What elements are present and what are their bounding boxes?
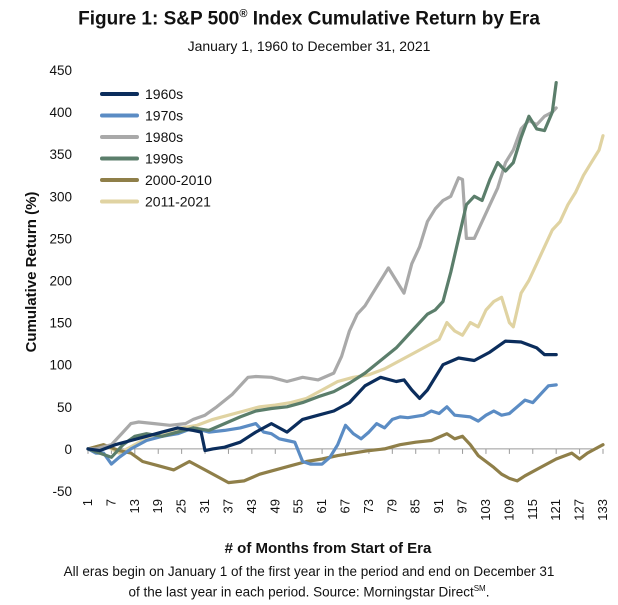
footnote: All eras begin on January 1 of the first…	[0, 563, 618, 601]
x-tick-label: 7	[103, 499, 118, 506]
y-tick-label: 0	[64, 442, 72, 457]
chart-subtitle: January 1, 1960 to December 31, 2021	[187, 38, 431, 54]
x-tick-label: 43	[244, 499, 259, 513]
legend-label: 1960s	[145, 86, 183, 102]
x-tick-label: 133	[595, 499, 610, 521]
title-registered-mark: ®	[239, 8, 248, 20]
y-tick-label: 100	[49, 358, 72, 373]
x-tick-label: 55	[291, 499, 306, 513]
y-tick-label: 250	[49, 231, 72, 246]
x-tick-label: 91	[431, 499, 446, 513]
chart-title: Figure 1: S&P 500® Index Cumulative Retu…	[0, 8, 618, 30]
footnote-sm-mark: SM	[473, 584, 486, 593]
x-tick-label: 85	[408, 499, 423, 513]
x-axis-label: # of Months from Start of Era	[225, 540, 432, 557]
x-tick-label: 103	[478, 499, 493, 521]
x-tick-label: 13	[127, 499, 142, 513]
y-tick-label: 50	[57, 400, 72, 415]
y-tick-label: 450	[49, 63, 72, 78]
x-tick-label: 97	[455, 499, 470, 513]
y-tick-label: 350	[49, 147, 72, 162]
title-main: Figure 1: S&P 500	[78, 8, 240, 30]
y-axis-label: Cumulative Return (%)	[23, 192, 40, 353]
x-tick-label: 73	[361, 499, 376, 513]
legend: 1960s 1970s 1980s 1990s 2000-2010 2011-2021	[100, 86, 212, 210]
series-line-1960s	[86, 339, 558, 453]
footnote-end: .	[485, 584, 490, 600]
line-chart: -50 0 50 100 150 200 250 300 350 400 450 1 7 13 19 25 31…	[23, 63, 610, 557]
x-tick-label: 127	[572, 499, 587, 521]
series-line-2000-2010	[86, 432, 605, 485]
title-rest: Index Cumulative Return by Era	[247, 8, 540, 30]
x-tick-label: 31	[197, 499, 212, 513]
x-tick-label: 49	[267, 499, 282, 513]
x-tick-label: 1	[80, 499, 95, 506]
x-tick-label: 115	[525, 499, 540, 520]
y-tick-label: 300	[49, 189, 72, 204]
legend-label: 2011-2021	[145, 194, 211, 210]
y-tick-label: 400	[49, 105, 72, 120]
x-tick-label: 109	[501, 499, 516, 521]
y-tick-label: 150	[49, 316, 72, 331]
footnote-line-2: of the last year in each period. Source:…	[0, 580, 618, 601]
x-tick-label: 121	[548, 499, 563, 521]
legend-label: 1990s	[145, 151, 183, 167]
series-line-2011-2021	[86, 134, 605, 455]
series-line-1990s	[86, 81, 558, 459]
x-tick-label: 79	[384, 499, 399, 513]
x-tick-label: 67	[338, 499, 353, 513]
legend-label: 1970s	[145, 108, 183, 124]
x-tick-label: 37	[220, 499, 235, 513]
y-tick-label: -50	[52, 484, 72, 499]
legend-label: 2000-2010	[145, 172, 212, 188]
axes: -50 0 50 100 150 200 250 300 350 400 450 1 7 13 19 25 31…	[49, 63, 610, 521]
x-tick-label: 25	[174, 499, 189, 513]
legend-label: 1980s	[145, 129, 183, 145]
series-line-1980s	[86, 106, 558, 451]
y-tick-label: 200	[49, 274, 72, 289]
footnote-line-2-text: of the last year in each period. Source:…	[128, 584, 474, 600]
x-tick-label: 19	[150, 499, 165, 513]
footnote-line-1: All eras begin on January 1 of the first…	[63, 564, 555, 579]
x-tick-label: 61	[314, 499, 329, 513]
series-lines	[86, 81, 605, 485]
